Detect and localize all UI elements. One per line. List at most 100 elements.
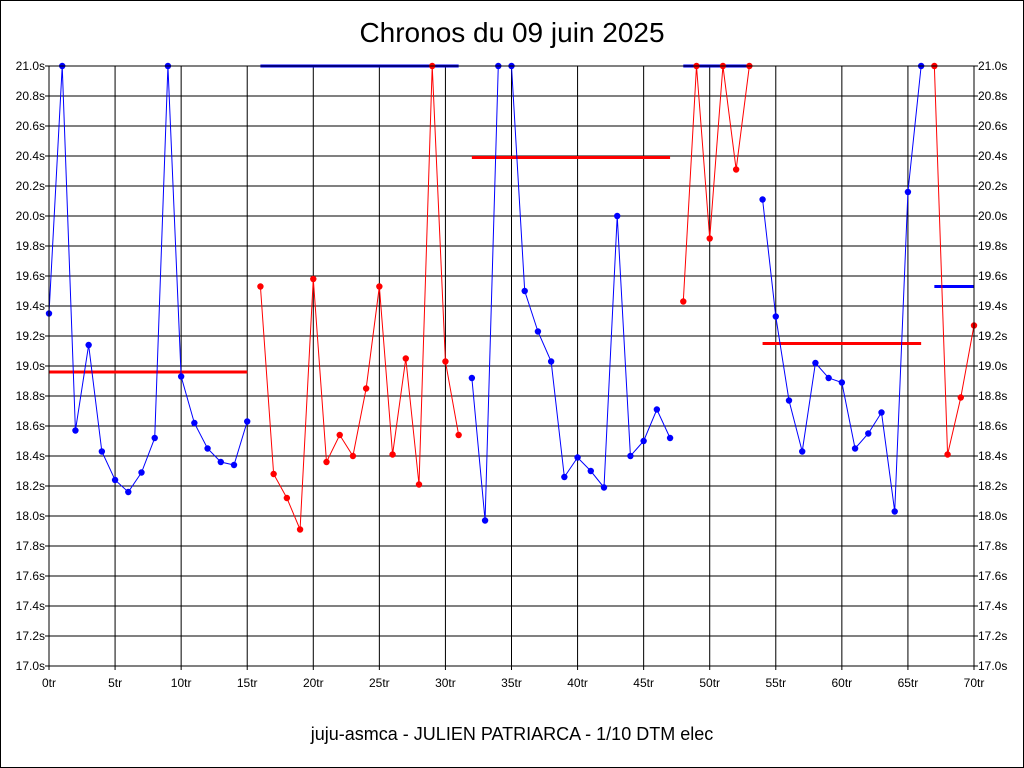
y-tick-label-right: 20.8s bbox=[978, 89, 1007, 103]
data-point bbox=[799, 448, 806, 455]
y-tick-label: 19.6s bbox=[16, 269, 45, 283]
data-point bbox=[310, 275, 317, 283]
data-point bbox=[323, 458, 330, 466]
data-point bbox=[389, 451, 396, 458]
y-tick-label: 18.0s bbox=[16, 509, 45, 523]
data-point bbox=[204, 445, 211, 452]
data-point bbox=[455, 431, 462, 439]
y-tick-label-right: 17.8s bbox=[978, 539, 1007, 553]
data-point bbox=[283, 494, 291, 502]
plot-border bbox=[48, 65, 975, 667]
y-tick-label: 20.8s bbox=[16, 89, 45, 103]
data-point bbox=[257, 283, 264, 290]
y-tick-label: 20.2s bbox=[16, 179, 45, 193]
series-line bbox=[933, 65, 975, 455]
y-tick-label: 19.8s bbox=[16, 239, 45, 253]
data-point bbox=[481, 517, 489, 524]
x-tick-label: 25tr bbox=[369, 676, 390, 690]
data-point bbox=[627, 452, 634, 460]
data-point bbox=[680, 298, 687, 305]
y-tick-label: 17.6s bbox=[16, 569, 45, 583]
data-point bbox=[825, 374, 832, 382]
data-point bbox=[376, 283, 383, 290]
data-point bbox=[878, 409, 885, 416]
data-point bbox=[561, 473, 568, 481]
data-point bbox=[217, 458, 224, 466]
x-tick-label: 10tr bbox=[171, 676, 192, 690]
y-tick-label: 21.0s bbox=[16, 59, 45, 73]
x-tick-label: 35tr bbox=[501, 676, 522, 690]
y-tick-label: 19.4s bbox=[16, 299, 45, 313]
data-point bbox=[640, 437, 647, 445]
data-point bbox=[759, 196, 766, 203]
x-tick-label: 0tr bbox=[42, 676, 56, 690]
y-tick-label: 20.6s bbox=[16, 119, 45, 133]
y-tick-label: 17.0s bbox=[16, 659, 45, 673]
data-point bbox=[362, 385, 370, 392]
y-tick-label-right: 18.6s bbox=[978, 419, 1007, 433]
data-point bbox=[851, 445, 859, 452]
data-point bbox=[85, 341, 92, 349]
y-tick-label: 18.6s bbox=[16, 419, 45, 433]
y-tick-label-right: 17.0s bbox=[978, 659, 1007, 673]
y-tick-label-right: 17.2s bbox=[978, 629, 1007, 643]
data-point bbox=[732, 166, 740, 173]
data-point bbox=[270, 470, 277, 478]
y-tick-label: 18.4s bbox=[16, 449, 45, 463]
data-point bbox=[838, 379, 846, 386]
data-point bbox=[521, 287, 528, 295]
y-tick-label-right: 20.4s bbox=[978, 149, 1007, 163]
y-tick-label-right: 19.2s bbox=[978, 329, 1007, 343]
data-point bbox=[653, 406, 661, 413]
y-tick-label-right: 20.6s bbox=[978, 119, 1007, 133]
data-point bbox=[442, 358, 449, 365]
data-point bbox=[191, 419, 198, 427]
y-tick-label: 19.2s bbox=[16, 329, 45, 343]
x-tick-label: 55tr bbox=[765, 676, 786, 690]
y-tick-label-right: 20.2s bbox=[978, 179, 1007, 193]
y-tick-label: 17.4s bbox=[16, 599, 45, 613]
series-line bbox=[471, 65, 671, 521]
data-point bbox=[587, 467, 594, 475]
data-point bbox=[230, 461, 238, 469]
y-tick-label: 19.0s bbox=[16, 359, 45, 373]
y-tick-label: 18.2s bbox=[16, 479, 45, 493]
series-line bbox=[48, 65, 248, 493]
x-tick-label: 50tr bbox=[699, 676, 720, 690]
y-tick-label-right: 18.4s bbox=[978, 449, 1007, 463]
data-point bbox=[706, 235, 713, 242]
y-tick-label-right: 19.6s bbox=[978, 269, 1007, 283]
y-tick-label-right: 21.0s bbox=[978, 59, 1007, 73]
data-point bbox=[72, 427, 79, 434]
data-point bbox=[402, 355, 409, 362]
data-point bbox=[336, 431, 343, 439]
series-line bbox=[259, 65, 460, 530]
data-point bbox=[957, 394, 964, 401]
data-point bbox=[574, 454, 581, 461]
y-tick-label-right: 19.4s bbox=[978, 299, 1007, 313]
y-tick-label: 17.2s bbox=[16, 629, 45, 643]
data-point bbox=[98, 448, 106, 455]
data-point bbox=[415, 481, 423, 488]
y-tick-label-right: 17.4s bbox=[978, 599, 1007, 613]
x-tick-label: 65tr bbox=[898, 676, 919, 690]
y-tick-label-right: 18.0s bbox=[978, 509, 1007, 523]
data-point bbox=[151, 434, 158, 442]
y-tick-label: 20.0s bbox=[16, 209, 45, 223]
y-tick-label: 20.4s bbox=[16, 149, 45, 163]
data-point bbox=[812, 359, 819, 367]
y-tick-label-right: 18.8s bbox=[978, 389, 1007, 403]
data-point bbox=[138, 469, 145, 476]
series-line bbox=[682, 65, 750, 302]
y-tick-label-right: 17.6s bbox=[978, 569, 1007, 583]
x-tick-label: 30tr bbox=[435, 676, 456, 690]
x-tick-label: 5tr bbox=[108, 676, 122, 690]
data-point bbox=[600, 484, 608, 491]
y-tick-label: 18.8s bbox=[16, 389, 45, 403]
y-tick-label-right: 19.8s bbox=[978, 239, 1007, 253]
data-point bbox=[111, 476, 119, 484]
x-tick-label: 40tr bbox=[567, 676, 588, 690]
data-point bbox=[944, 451, 951, 458]
data-point bbox=[772, 313, 779, 320]
